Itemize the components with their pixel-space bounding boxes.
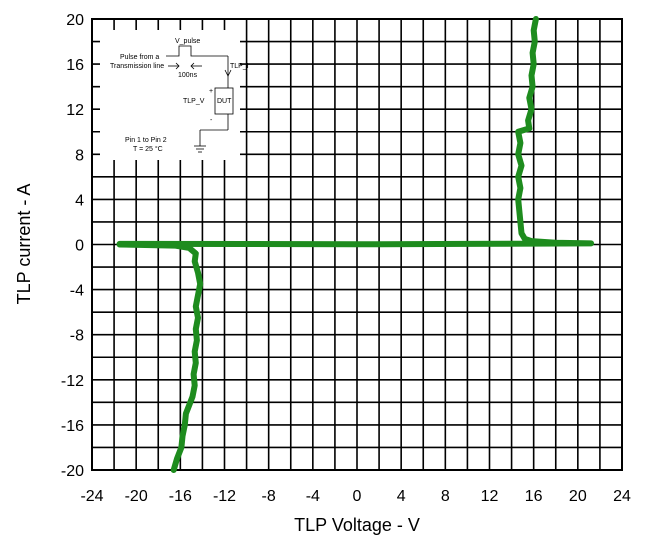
y-tick-label: 16 <box>66 57 84 74</box>
y-tick-label: 20 <box>66 12 84 29</box>
inset-tlp-v: TLP_V <box>183 98 205 105</box>
dut-box <box>214 87 234 115</box>
x-tick-label: -8 <box>262 488 276 505</box>
inset-plus: + <box>209 88 213 95</box>
y-tick-label: -12 <box>61 373 84 390</box>
inset-dut: DUT <box>217 98 232 105</box>
inset-pulse-line1: Pulse from a <box>120 54 159 61</box>
y-tick-label: -16 <box>61 418 84 435</box>
inset-cond-line1: Pin 1 to Pin 2 <box>125 137 167 144</box>
y-tick-label: 8 <box>75 147 84 164</box>
y-tick-label: 12 <box>66 102 84 119</box>
x-tick-label: 20 <box>569 488 587 505</box>
series-line-1 <box>116 16 595 248</box>
y-axis-title: TLP current - A <box>14 184 34 305</box>
plot-frame <box>91 18 623 471</box>
x-axis-title: TLP Voltage - V <box>294 515 420 535</box>
inset-minus: - <box>210 117 213 124</box>
inset-duration: 100ns <box>178 72 198 79</box>
x-tick-label: -4 <box>306 488 320 505</box>
series-line-2 <box>116 241 204 473</box>
inset-cond-line2: T = 25 °C <box>133 145 163 153</box>
y-tick-label: -8 <box>70 328 84 345</box>
y-tick-label: 4 <box>75 192 84 209</box>
x-tick-label: 12 <box>481 488 499 505</box>
inset-wiring <box>166 45 234 153</box>
x-tick-label: 24 <box>613 488 631 505</box>
plot-area-border <box>91 18 623 471</box>
x-tick-label: -16 <box>169 488 192 505</box>
duration-arrow-head-left <box>175 62 180 70</box>
x-tick-label: -20 <box>125 488 148 505</box>
pulse-shape <box>166 45 228 57</box>
x-tick-label: 0 <box>353 488 362 505</box>
y-tick-label: -20 <box>61 463 84 480</box>
inset-v-pulse: V_pulse <box>175 38 200 45</box>
circuit-inset: V_pulse Pulse from a Transmission line 1… <box>100 30 249 160</box>
current-arrow-head <box>224 69 232 77</box>
x-tick-label: 8 <box>441 488 450 505</box>
y-tick-labels: 20 16 12 8 4 0 -4 -8 -12 -16 -20 <box>61 12 84 480</box>
y-tick-label: -4 <box>70 283 84 300</box>
duration-arrow-head-right <box>190 62 195 70</box>
inset-pulse-line2: Transmission line <box>110 63 164 70</box>
x-tick-labels: -24 -20 -16 -12 -8 -4 0 4 8 12 16 20 24 <box>80 488 631 505</box>
inset-background <box>100 30 240 160</box>
y-tick-label: 0 <box>75 238 84 255</box>
series-group <box>116 16 595 473</box>
x-tick-label: -24 <box>80 488 103 505</box>
x-tick-label: -12 <box>213 488 236 505</box>
inset-tlp-i: TLP_I <box>230 63 249 70</box>
x-tick-label: 4 <box>397 488 406 505</box>
x-tick-label: 16 <box>525 488 543 505</box>
